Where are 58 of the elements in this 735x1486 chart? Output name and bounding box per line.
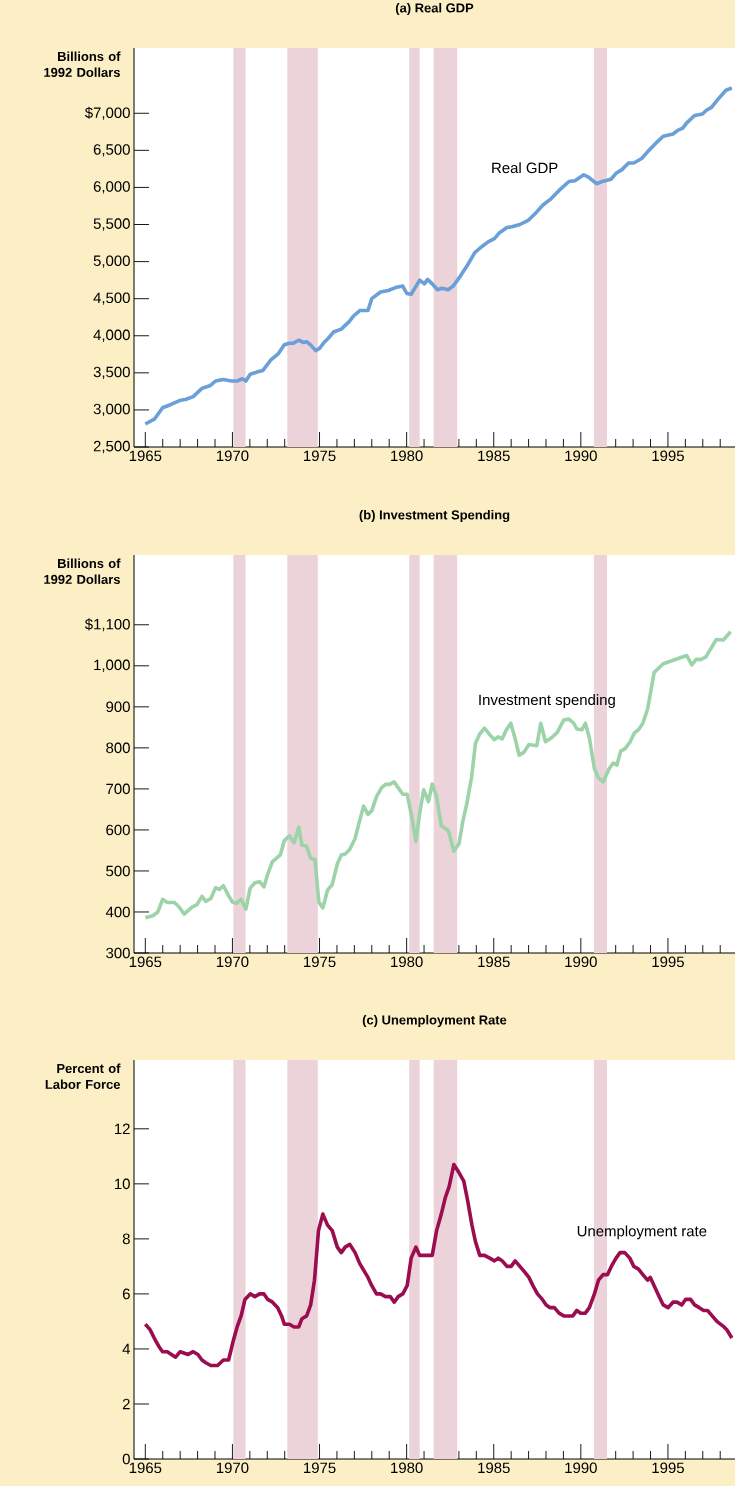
- x-tick-label: 1965: [129, 450, 162, 462]
- y-tick-label: 6,000: [93, 181, 130, 194]
- y-tick-label: 800: [106, 742, 130, 754]
- x-tick-label: 1985: [478, 956, 510, 968]
- x-tick-label: 1995: [652, 1462, 684, 1474]
- x-tick-label: 1995: [652, 450, 684, 462]
- y-tick-label: 2: [122, 1398, 130, 1410]
- series-label: Investment spending: [479, 694, 615, 709]
- y-tick-label: 500: [106, 865, 130, 877]
- line-series: [143, 629, 733, 920]
- y-tick-label: 6: [122, 1288, 130, 1300]
- x-tick-label: 1985: [478, 1462, 510, 1474]
- y-tick-label: 6,500: [93, 144, 130, 157]
- x-tick-label: 1990: [565, 956, 597, 968]
- y-tick-label: 300: [106, 947, 130, 959]
- x-tick-label: 1975: [304, 1462, 336, 1474]
- y-tick-label: 1,000: [94, 659, 130, 672]
- x-tick-label: 1980: [391, 1462, 423, 1474]
- line-series: [143, 86, 734, 426]
- y-tick-label: 3,500: [93, 366, 130, 380]
- y-tick-label: $7,000: [84, 106, 130, 120]
- y-tick-label: 5,500: [93, 218, 130, 231]
- y-tick-label: 3,000: [93, 403, 130, 417]
- x-tick-label: 1975: [304, 956, 336, 968]
- y-axis-title: Billions of 1992 Dollars: [44, 558, 121, 584]
- x-tick-label: 1965: [129, 956, 162, 968]
- x-tick-label: 1990: [565, 450, 597, 462]
- x-tick-label: 1985: [478, 450, 510, 462]
- y-tick-label: 2,500: [93, 440, 130, 454]
- x-tick-label: 1995: [652, 956, 684, 968]
- x-tick-label: 1980: [391, 450, 423, 462]
- x-tick-label: 1980: [391, 956, 423, 968]
- chart-title: (c) Unemployment Rate: [362, 1014, 507, 1028]
- x-tick-label: 1970: [216, 1462, 249, 1474]
- y-tick-label: 4,000: [93, 329, 130, 342]
- chart-title: (b) Investment Spending: [359, 509, 510, 523]
- x-tick-label: 1970: [216, 450, 249, 462]
- y-tick-label: 0: [122, 1453, 130, 1465]
- chart-title: (a) Real GDP: [395, 2, 474, 16]
- x-tick-label: 1965: [129, 1462, 162, 1474]
- y-tick-label: 10: [115, 1178, 130, 1190]
- x-tick-label: 1975: [304, 450, 336, 462]
- y-tick-label: 4: [122, 1343, 131, 1355]
- y-tick-label: 8: [122, 1233, 130, 1245]
- y-axis-title: Billions of 1992 Dollars: [44, 51, 121, 77]
- y-tick-label: 600: [106, 824, 130, 836]
- y-tick-label: 700: [106, 783, 130, 795]
- series-label: Real GDP: [492, 162, 558, 174]
- y-axis-title: Percent of Labor Force: [45, 1063, 121, 1089]
- y-tick-label: 5,000: [93, 255, 130, 268]
- series-label: Unemployment rate: [577, 1225, 707, 1240]
- y-tick-label: 4,500: [93, 292, 130, 305]
- y-tick-label: 400: [105, 906, 130, 918]
- y-tick-label: 12: [115, 1123, 130, 1135]
- y-tick-label: 900: [106, 701, 130, 713]
- x-tick-label: 1970: [216, 956, 249, 968]
- y-tick-label: $1,100: [84, 618, 130, 632]
- x-tick-label: 1990: [565, 1462, 597, 1474]
